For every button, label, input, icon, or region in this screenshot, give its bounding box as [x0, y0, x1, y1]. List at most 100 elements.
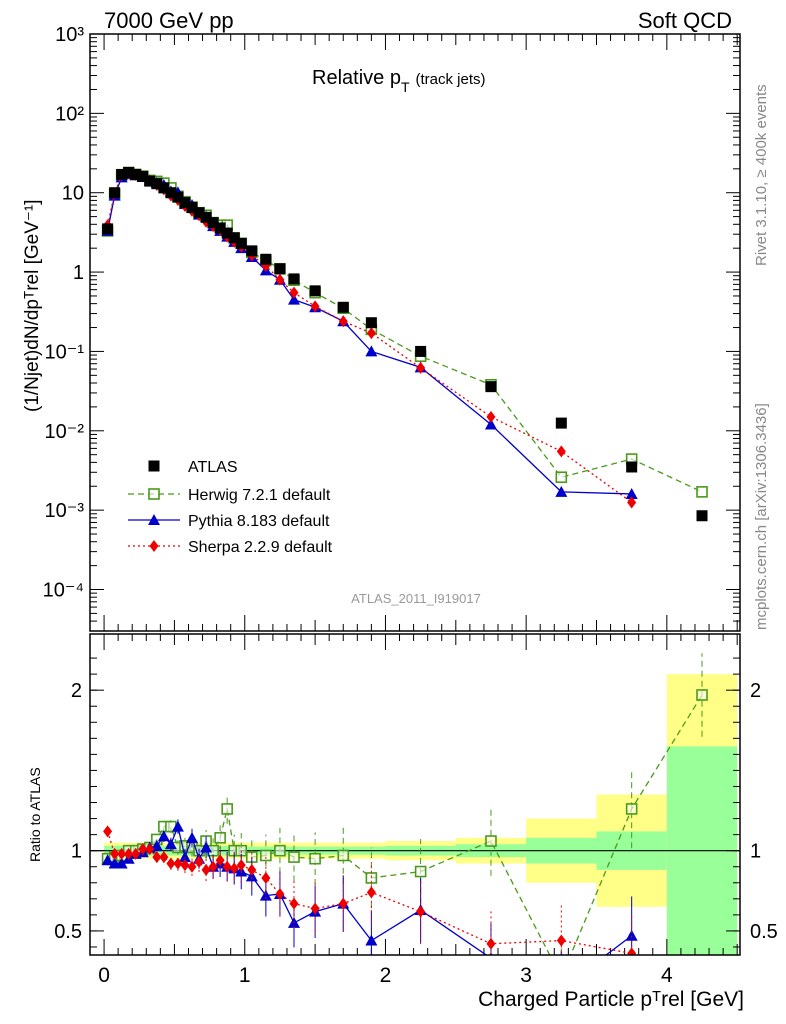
sherpa-point: [310, 300, 320, 313]
ratio-panel: 0 1 2 3 4 0.5 0.5 1 1 2 2 Ratio to ATLAS Charged P…: [27, 633, 778, 1011]
atlas-point: [696, 510, 708, 522]
atlas-point: [158, 182, 170, 194]
atlas-point: [415, 345, 427, 357]
pythia-point: [625, 929, 638, 941]
ratio-y-tick-label: 0.5: [54, 921, 82, 943]
atlas-point: [144, 175, 156, 187]
legend: ATLAS Herwig 7.2.1 default Pythia 8.183 de…: [128, 459, 333, 556]
herwig-point: [365, 872, 378, 884]
energy-label: 7000 GeV pp: [104, 8, 234, 33]
sherpa-point: [338, 315, 348, 328]
sherpa-point: [486, 937, 496, 950]
herwig-point: [414, 865, 427, 878]
atlas-point: [148, 460, 160, 472]
ratio-y-tick-label-right: 1: [750, 841, 761, 863]
sherpa-point: [138, 843, 148, 856]
sherpa-point: [229, 862, 239, 875]
ratio-series: [101, 653, 708, 982]
atlas-point: [485, 381, 497, 393]
series-line: [106, 171, 703, 493]
atlas-point: [228, 232, 240, 244]
herwig-point: [309, 852, 321, 865]
pythia-point: [555, 485, 568, 497]
sherpa-point: [289, 897, 299, 910]
main-title: Relative pT (track jets): [312, 67, 486, 95]
herwig-point: [625, 803, 638, 815]
x-tick-label: 2: [380, 964, 392, 987]
herwig-point: [485, 835, 497, 847]
sherpa-point: [201, 863, 211, 876]
sherpa-point: [261, 871, 271, 884]
analysis-annotation: ATLAS_2011_I919017: [351, 591, 481, 606]
sherpa-point: [416, 361, 426, 374]
atlas-point: [102, 223, 114, 235]
x-axis-label: Charged Particle pᵀrel [GeV]: [478, 988, 744, 1011]
pythia-point: [150, 839, 163, 851]
atlas-point: [165, 187, 177, 199]
rivet-label: Rivet 3.1.10, ≥ 400k events: [753, 84, 770, 266]
main-frame: [89, 33, 741, 632]
herwig-point: [274, 844, 286, 857]
atlas-point: [207, 217, 219, 229]
legend-label: ATLAS: [188, 459, 238, 476]
sherpa-point: [215, 854, 225, 867]
pythia-point: [164, 838, 177, 850]
sherpa-point: [338, 897, 348, 910]
pythia-point: [178, 851, 191, 863]
atlas-point: [337, 301, 349, 313]
herwig-point: [696, 486, 708, 498]
ratio-y-tick-label-right: 0.5: [750, 921, 778, 943]
atlas-point: [274, 263, 286, 275]
sherpa-point: [275, 273, 285, 286]
legend-label: Sherpa 2.2.9 default: [188, 539, 333, 556]
atlas-point: [221, 227, 233, 239]
pythia-point: [365, 345, 378, 357]
sherpa-point: [236, 859, 246, 872]
atlas-point: [626, 461, 638, 473]
atlas-point: [200, 211, 212, 223]
sherpa-point: [187, 860, 197, 873]
sherpa-point: [173, 857, 183, 870]
herwig-point: [221, 803, 233, 815]
sherpa-point: [131, 847, 141, 860]
herwig-point: [337, 849, 350, 862]
y-tick-label: 10⁻³: [45, 500, 85, 522]
atlas-point: [186, 202, 198, 214]
atlas-point: [555, 417, 567, 429]
x-tick-label: 4: [661, 964, 673, 987]
x-tick-label: 0: [98, 964, 110, 987]
pythia-point: [148, 514, 160, 525]
atlas-point: [130, 168, 142, 180]
pythia-point: [259, 889, 272, 901]
herwig-point: [556, 972, 566, 982]
atlas-point: [309, 285, 321, 297]
herwig-point: [260, 849, 272, 862]
main-title-subscript: T: [401, 79, 410, 95]
ratio-y-tick-label-right: 2: [750, 680, 761, 702]
main-y-axis-label: (1/Njet)dN/dpᵀrel [GeV⁻¹]: [22, 199, 43, 412]
sherpa-point: [145, 843, 155, 856]
y-tick-label: 10³: [55, 24, 84, 46]
sherpa-point: [310, 902, 320, 915]
pythia-point: [157, 830, 170, 842]
atlas-point: [260, 253, 272, 265]
sherpa-point: [152, 851, 162, 864]
atlas-point: [116, 168, 128, 180]
series-line: [106, 172, 633, 503]
sherpa-point: [627, 947, 637, 955]
pythia-point: [186, 831, 199, 843]
pythia-point: [171, 820, 184, 832]
atlas-point: [365, 317, 377, 329]
ratio-ticks: 0 1 2 3 4 0.5 0.5 1 1 2 2: [54, 634, 778, 987]
sherpa-point: [166, 857, 176, 870]
herwig-point: [148, 488, 160, 500]
herwig-point: [214, 832, 226, 844]
sherpa-point: [556, 934, 566, 947]
atlas-point: [137, 171, 149, 183]
main-title-suffix: (track jets): [416, 71, 486, 88]
atlas-point: [109, 187, 121, 199]
atlas-point: [235, 237, 247, 249]
atlas-point: [179, 197, 191, 209]
x-tick-label: 3: [520, 964, 532, 987]
